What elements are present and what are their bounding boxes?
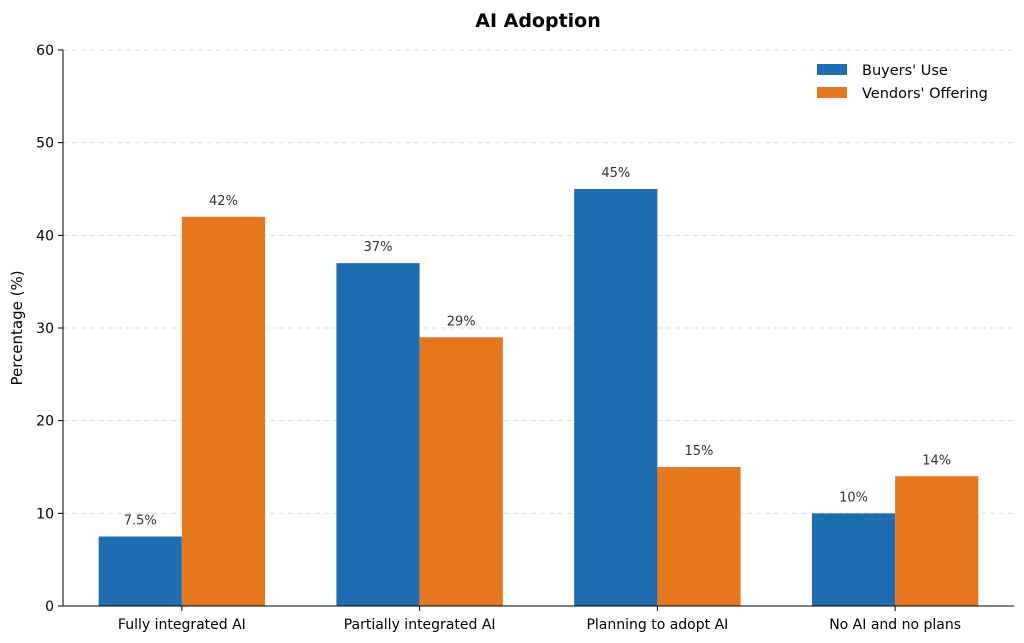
bar-value-label: 29% bbox=[447, 314, 476, 329]
bar-value-label: 7.5% bbox=[124, 514, 157, 529]
bar-value-label: 15% bbox=[685, 444, 714, 459]
bar-buyers bbox=[574, 189, 658, 606]
bars bbox=[98, 189, 979, 607]
y-tick-label: 0 bbox=[45, 599, 54, 615]
legend-swatch bbox=[817, 87, 847, 98]
legend-swatch bbox=[817, 64, 847, 75]
y-tick-label: 60 bbox=[36, 43, 54, 59]
y-tick-label: 50 bbox=[36, 136, 54, 152]
bar-buyers bbox=[811, 513, 896, 606]
x-tick-label: Fully integrated AI bbox=[118, 617, 246, 633]
bar-vendors bbox=[181, 216, 266, 607]
bar-vendors bbox=[657, 467, 741, 606]
x-tick-label: No AI and no plans bbox=[829, 617, 961, 633]
bar-value-label: 10% bbox=[839, 490, 868, 505]
bar-buyers bbox=[336, 263, 420, 606]
x-tick-label: Planning to adopt AI bbox=[586, 617, 728, 633]
bar-value-label: 45% bbox=[601, 166, 630, 181]
legend: Buyers' Use Vendors' Offering bbox=[817, 63, 988, 102]
x-tick-label: Partially integrated AI bbox=[344, 617, 496, 633]
y-ticks: 0 10 20 30 40 50 60 bbox=[36, 43, 63, 615]
bar-labels: 7.5% 42% 37% 29% 45% 15% 10% 14% bbox=[124, 166, 951, 529]
y-tick-label: 10 bbox=[36, 506, 54, 522]
bar-vendors bbox=[419, 337, 503, 606]
chart-title: AI Adoption bbox=[475, 10, 601, 32]
y-tick-label: 40 bbox=[36, 228, 54, 244]
bar-value-label: 37% bbox=[364, 240, 393, 255]
x-ticks: Fully integrated AI Partially integrated … bbox=[118, 606, 961, 633]
y-tick-label: 20 bbox=[36, 414, 54, 430]
legend-label: Buyers' Use bbox=[862, 63, 948, 79]
bar-value-label: 14% bbox=[922, 453, 951, 468]
bar-value-label: 42% bbox=[209, 194, 238, 209]
y-tick-label: 30 bbox=[36, 321, 54, 337]
bar-buyers bbox=[98, 536, 182, 606]
legend-label: Vendors' Offering bbox=[862, 86, 988, 102]
y-axis-label: Percentage (%) bbox=[8, 270, 26, 385]
bar-vendors bbox=[895, 476, 979, 606]
